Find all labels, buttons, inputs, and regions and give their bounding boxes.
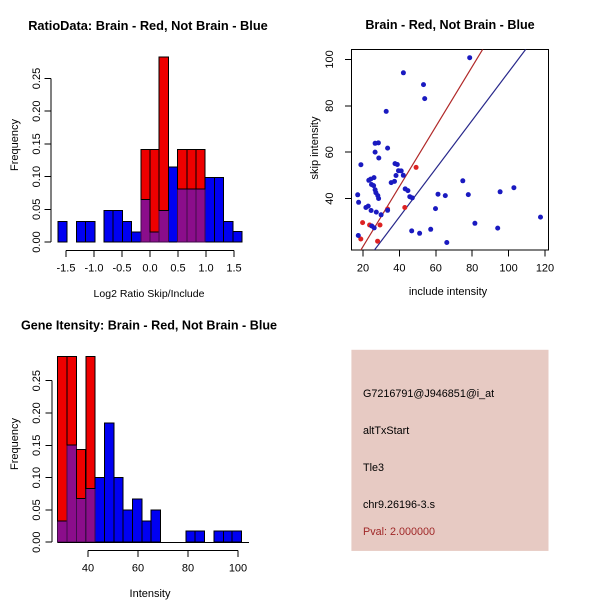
svg-text:60: 60 [132,563,144,575]
svg-text:Gene Itensity: Brain - Red, No: Gene Itensity: Brain - Red, Not Brain - … [21,319,277,333]
svg-text:-0.5: -0.5 [113,263,132,275]
svg-text:100: 100 [324,50,336,68]
svg-text:-1.0: -1.0 [85,263,104,275]
svg-text:-1.5: -1.5 [57,263,76,275]
svg-text:40: 40 [82,563,94,575]
svg-text:0.05: 0.05 [31,499,43,520]
svg-text:Intensity: Intensity [130,588,171,600]
svg-text:100: 100 [499,263,517,275]
svg-text:0.00: 0.00 [31,531,43,552]
svg-text:Pval: 2.000000: Pval: 2.000000 [363,526,435,538]
svg-text:60: 60 [430,263,442,275]
svg-text:40: 40 [324,192,336,204]
svg-text:0.25: 0.25 [31,68,43,89]
svg-text:80: 80 [182,563,194,575]
svg-text:80: 80 [324,100,336,112]
svg-text:Log2 Ratio Skip/Include: Log2 Ratio Skip/Include [94,288,205,300]
svg-text:altTxStart: altTxStart [363,425,409,437]
svg-text:100: 100 [229,563,247,575]
svg-text:skip intensity: skip intensity [309,116,321,179]
svg-text:chr9.26196-3.s: chr9.26196-3.s [363,499,436,511]
svg-text:0.05: 0.05 [31,199,43,220]
svg-text:80: 80 [466,263,478,275]
svg-text:60: 60 [324,146,336,158]
svg-text:0.10: 0.10 [31,467,43,488]
svg-text:20: 20 [357,263,369,275]
svg-text:0.25: 0.25 [31,370,43,391]
svg-text:Tle3: Tle3 [363,462,384,474]
svg-text:Frequency: Frequency [9,119,21,171]
svg-text:Frequency: Frequency [9,418,21,470]
svg-text:G7216791@J946851@i_at: G7216791@J946851@i_at [363,388,494,400]
svg-text:0.5: 0.5 [170,263,185,275]
svg-text:0.20: 0.20 [31,402,43,423]
svg-text:0.15: 0.15 [31,133,43,154]
svg-text:RatioData: Brain - Red, Not Br: RatioData: Brain - Red, Not Brain - Blue [28,18,268,33]
svg-text:1.5: 1.5 [226,263,241,275]
svg-text:1.0: 1.0 [198,263,213,275]
svg-text:0.00: 0.00 [31,231,43,252]
svg-text:include intensity: include intensity [409,286,488,298]
svg-text:0.0: 0.0 [142,263,157,275]
svg-text:120: 120 [536,263,554,275]
svg-text:0.15: 0.15 [31,435,43,456]
svg-text:0.10: 0.10 [31,166,43,187]
svg-text:40: 40 [393,263,405,275]
svg-text:0.20: 0.20 [31,100,43,121]
svg-text:Brain - Red, Not Brain - Blue: Brain - Red, Not Brain - Blue [365,18,534,32]
